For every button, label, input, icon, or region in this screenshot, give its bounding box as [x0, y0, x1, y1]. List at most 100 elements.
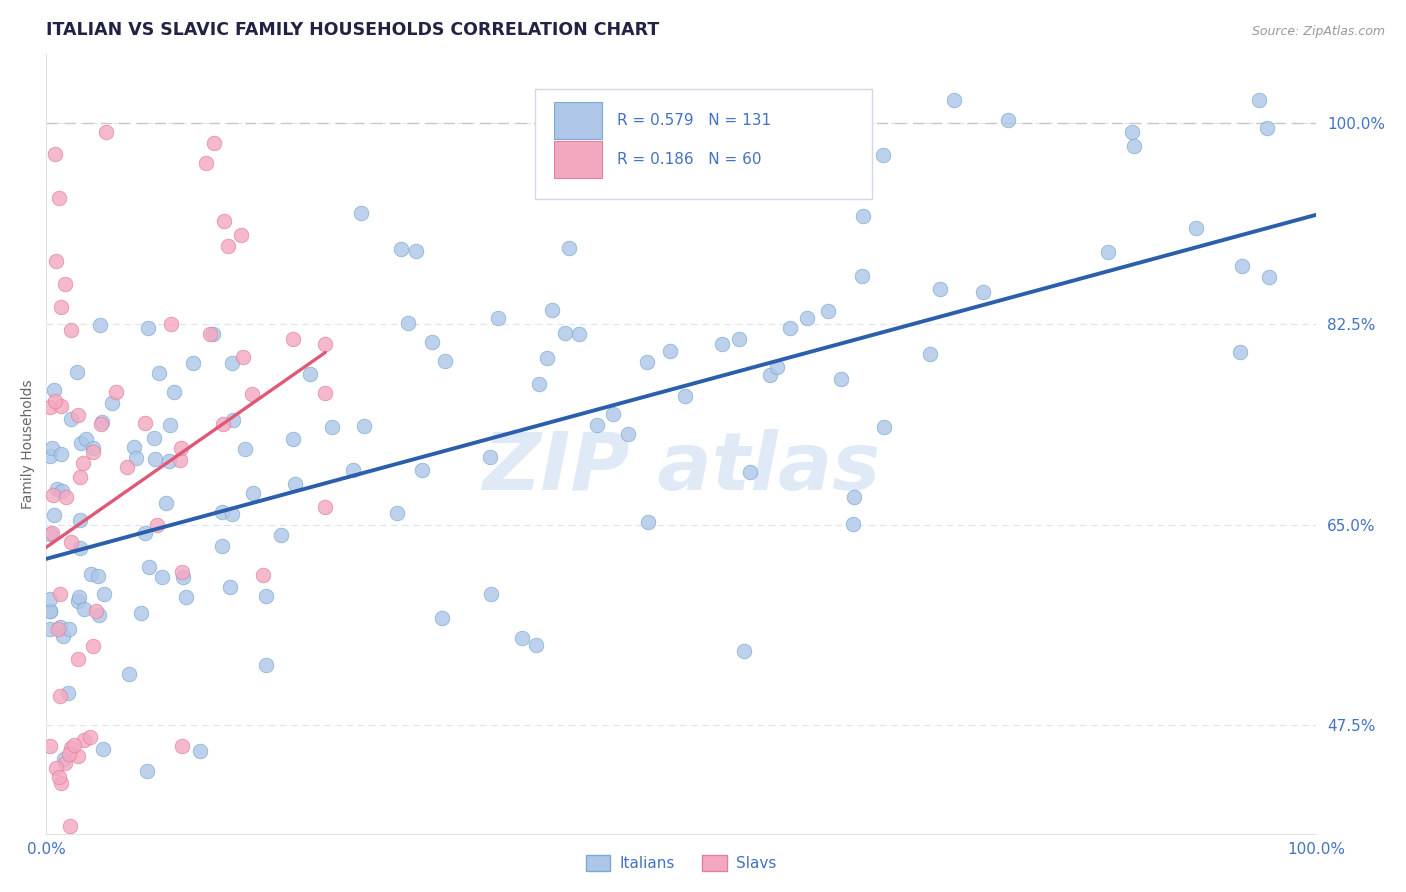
Point	[118, 666, 141, 681]
Point	[240, 387, 263, 401]
Point	[134, 526, 156, 541]
Point	[122, 440, 145, 454]
Point	[66, 365, 89, 379]
Point	[72, 456, 94, 470]
Point	[541, 303, 564, 318]
Point	[59, 819, 82, 833]
Point	[56, 686, 79, 700]
Point	[82, 444, 104, 458]
Point	[48, 689, 70, 703]
Point	[299, 368, 322, 382]
Point	[728, 332, 751, 346]
Point	[841, 516, 863, 531]
Point	[928, 282, 950, 296]
Point	[434, 354, 457, 368]
Point	[82, 441, 104, 455]
Point	[44, 147, 66, 161]
Text: ITALIAN VS SLAVIC FAMILY HOUSEHOLDS CORRELATION CHART: ITALIAN VS SLAVIC FAMILY HOUSEHOLDS CORR…	[46, 21, 659, 39]
Point	[38, 622, 60, 636]
Point	[155, 496, 177, 510]
Point	[60, 535, 83, 549]
Point	[49, 620, 72, 634]
Point	[188, 744, 211, 758]
Text: R = 0.186   N = 60: R = 0.186 N = 60	[617, 152, 762, 167]
Point	[51, 300, 73, 314]
Point	[221, 507, 243, 521]
Point	[143, 452, 166, 467]
Point	[586, 417, 609, 432]
Point	[134, 417, 156, 431]
Point	[48, 191, 70, 205]
Point	[38, 603, 60, 617]
Point	[73, 601, 96, 615]
Point	[169, 441, 191, 455]
Point	[758, 368, 780, 383]
Point	[52, 629, 75, 643]
Point	[63, 738, 86, 752]
Point	[411, 463, 433, 477]
Point	[38, 400, 60, 414]
Point	[314, 386, 336, 401]
Point	[201, 326, 224, 341]
Point	[211, 505, 233, 519]
Point	[69, 435, 91, 450]
Point	[129, 607, 152, 621]
Point	[138, 559, 160, 574]
Point	[844, 490, 866, 504]
Point	[602, 407, 624, 421]
Point	[66, 651, 89, 665]
Point	[69, 541, 91, 556]
Y-axis label: Family Households: Family Households	[21, 379, 35, 509]
Point	[527, 376, 550, 391]
Point	[69, 513, 91, 527]
Point	[353, 419, 375, 434]
Point	[42, 487, 65, 501]
Point	[314, 500, 336, 515]
Point	[221, 413, 243, 427]
Point	[636, 355, 658, 369]
Point	[135, 764, 157, 779]
Point	[66, 749, 89, 764]
Point	[41, 441, 63, 455]
Point	[84, 604, 107, 618]
Point	[283, 433, 305, 447]
Point	[58, 747, 80, 761]
Point	[1230, 259, 1253, 273]
Point	[150, 570, 173, 584]
Point	[136, 321, 159, 335]
Point	[93, 742, 115, 756]
Point	[270, 527, 292, 541]
Point	[314, 337, 336, 351]
Bar	[554, 102, 602, 139]
Point	[873, 419, 896, 434]
Point	[229, 227, 252, 242]
Point	[796, 311, 818, 326]
Point	[420, 335, 443, 350]
Point	[659, 343, 682, 358]
Point	[972, 285, 994, 299]
Point	[60, 741, 83, 756]
Point	[811, 168, 834, 182]
Point	[45, 483, 67, 497]
Point	[86, 569, 108, 583]
Point	[49, 400, 72, 414]
Point	[637, 515, 659, 529]
Point	[942, 93, 965, 107]
Point	[510, 631, 533, 645]
Point	[212, 417, 235, 432]
Point	[284, 476, 307, 491]
Point	[195, 156, 218, 170]
Point	[38, 739, 60, 754]
Point	[69, 469, 91, 483]
Point	[1229, 345, 1251, 359]
Point	[93, 587, 115, 601]
Point	[817, 304, 839, 318]
Point	[142, 431, 165, 445]
Point	[479, 450, 502, 464]
Point	[1257, 270, 1279, 285]
Point	[59, 412, 82, 426]
Point	[159, 317, 181, 331]
Point	[396, 316, 419, 330]
Point	[115, 460, 138, 475]
Point	[212, 214, 235, 228]
